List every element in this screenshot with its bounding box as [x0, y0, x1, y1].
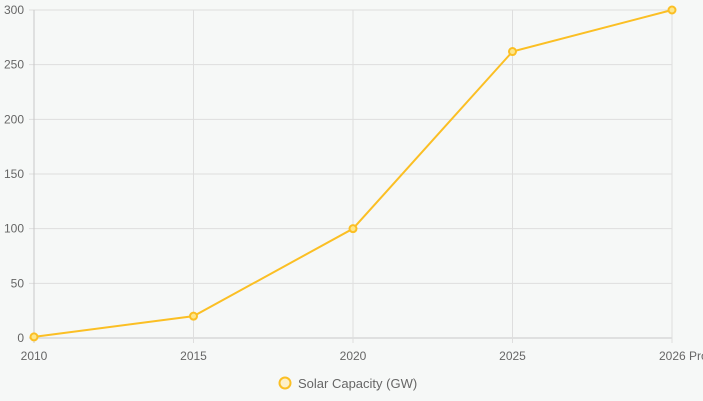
x-tick-label: 2026 Proj.	[659, 349, 703, 363]
data-point[interactable]	[508, 47, 517, 57]
x-tick-label: 2020	[340, 349, 367, 363]
y-tick-label: 250	[4, 58, 24, 72]
y-tick-label: 50	[11, 276, 25, 290]
data-point[interactable]	[348, 224, 358, 234]
data-point[interactable]	[29, 332, 39, 342]
y-axis: 0 50 100 150 200 250 300	[4, 3, 24, 345]
x-tick-label: 2025	[499, 349, 526, 363]
y-tick-label: 100	[4, 222, 24, 236]
y-tick-label: 200	[4, 112, 24, 126]
data-point[interactable]	[189, 311, 198, 321]
legend-marker	[278, 376, 292, 390]
legend[interactable]: Solar Capacity (GW)	[278, 376, 418, 391]
y-tick-label: 0	[17, 331, 24, 345]
x-tick-label: 2015	[180, 349, 207, 363]
grid	[29, 9, 673, 343]
series	[29, 5, 677, 342]
y-tick-label: 150	[4, 167, 24, 181]
legend-label: Solar Capacity (GW)	[298, 376, 417, 391]
x-axis: 2010 2015 2020 2025 2026 Proj.	[21, 349, 703, 363]
data-point[interactable]	[667, 5, 677, 15]
y-tick-label: 300	[4, 3, 24, 17]
x-tick-label: 2010	[21, 349, 48, 363]
